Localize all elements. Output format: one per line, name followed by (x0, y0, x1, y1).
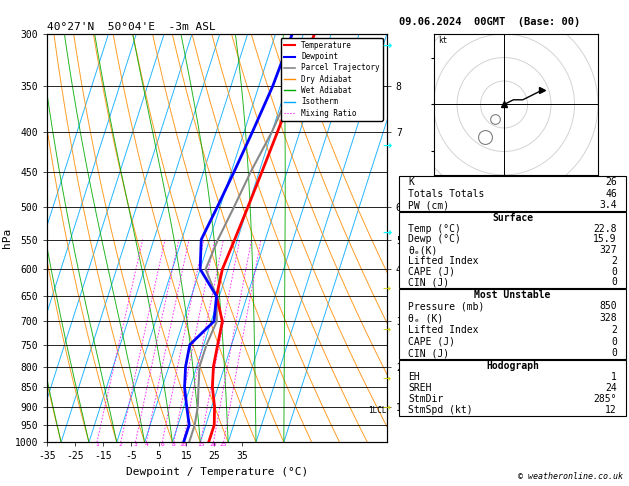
Text: 20: 20 (209, 442, 217, 447)
Text: CAPE (J): CAPE (J) (408, 336, 455, 347)
Text: 0: 0 (611, 336, 617, 347)
Text: 26: 26 (605, 177, 617, 187)
X-axis label: Dewpoint / Temperature (°C): Dewpoint / Temperature (°C) (126, 467, 308, 477)
Text: Dewp (°C): Dewp (°C) (408, 234, 461, 244)
Y-axis label: km
ASL: km ASL (404, 229, 426, 247)
Text: 1: 1 (95, 442, 99, 447)
Text: 1: 1 (611, 372, 617, 382)
Text: →: → (382, 141, 392, 151)
Text: 3: 3 (133, 442, 137, 447)
Text: StmSpd (kt): StmSpd (kt) (408, 405, 473, 416)
Text: 3.4: 3.4 (599, 201, 617, 210)
Text: →: → (382, 228, 392, 238)
Text: EH: EH (408, 372, 420, 382)
Text: 10: 10 (179, 442, 187, 447)
Text: 4: 4 (145, 442, 148, 447)
Text: CIN (J): CIN (J) (408, 278, 450, 287)
Text: 850: 850 (599, 301, 617, 312)
Text: 2: 2 (119, 442, 123, 447)
Text: 46: 46 (605, 189, 617, 199)
Text: K: K (408, 177, 415, 187)
Text: StmDir: StmDir (408, 394, 443, 404)
Text: Most Unstable: Most Unstable (474, 290, 551, 299)
Text: 6: 6 (160, 442, 164, 447)
Text: θₑ (K): θₑ (K) (408, 313, 443, 323)
Text: →: → (382, 403, 391, 413)
Text: 0: 0 (611, 278, 617, 287)
Text: →: → (382, 41, 392, 51)
Text: →: → (382, 284, 391, 294)
Text: 09.06.2024  00GMT  (Base: 00): 09.06.2024 00GMT (Base: 00) (399, 17, 581, 27)
Text: 328: 328 (599, 313, 617, 323)
Text: 0: 0 (611, 266, 617, 277)
Text: Mixing Ratio (g/kg): Mixing Ratio (g/kg) (407, 187, 416, 289)
Text: 285°: 285° (593, 394, 617, 404)
Text: PW (cm): PW (cm) (408, 201, 450, 210)
Text: SREH: SREH (408, 383, 432, 393)
Text: © weatheronline.co.uk: © weatheronline.co.uk (518, 472, 623, 481)
Text: Hodograph: Hodograph (486, 361, 539, 371)
Text: θₑ(K): θₑ(K) (408, 245, 438, 255)
Text: Temp (°C): Temp (°C) (408, 224, 461, 234)
Text: 12: 12 (605, 405, 617, 416)
Text: 25: 25 (220, 442, 227, 447)
Text: Pressure (mb): Pressure (mb) (408, 301, 485, 312)
Text: Lifted Index: Lifted Index (408, 325, 479, 335)
Text: CAPE (J): CAPE (J) (408, 266, 455, 277)
Text: 8: 8 (172, 442, 175, 447)
Text: 2: 2 (611, 325, 617, 335)
Text: →: → (382, 326, 391, 335)
Text: Lifted Index: Lifted Index (408, 256, 479, 266)
Text: 2: 2 (611, 256, 617, 266)
Text: Surface: Surface (492, 213, 533, 223)
Text: Totals Totals: Totals Totals (408, 189, 485, 199)
Text: 22.8: 22.8 (593, 224, 617, 234)
Legend: Temperature, Dewpoint, Parcel Trajectory, Dry Adiabat, Wet Adiabat, Isotherm, Mi: Temperature, Dewpoint, Parcel Trajectory… (281, 38, 383, 121)
Text: 15.9: 15.9 (593, 234, 617, 244)
Text: 24: 24 (605, 383, 617, 393)
Y-axis label: hPa: hPa (2, 228, 12, 248)
Text: →: → (382, 374, 391, 384)
Text: 327: 327 (599, 245, 617, 255)
Text: 40°27'N  50°04'E  -3m ASL: 40°27'N 50°04'E -3m ASL (47, 22, 216, 32)
Text: CIN (J): CIN (J) (408, 348, 450, 358)
Text: 0: 0 (611, 348, 617, 358)
Text: 1LCL: 1LCL (369, 406, 387, 415)
Text: 15: 15 (197, 442, 204, 447)
Text: kt: kt (438, 36, 447, 45)
